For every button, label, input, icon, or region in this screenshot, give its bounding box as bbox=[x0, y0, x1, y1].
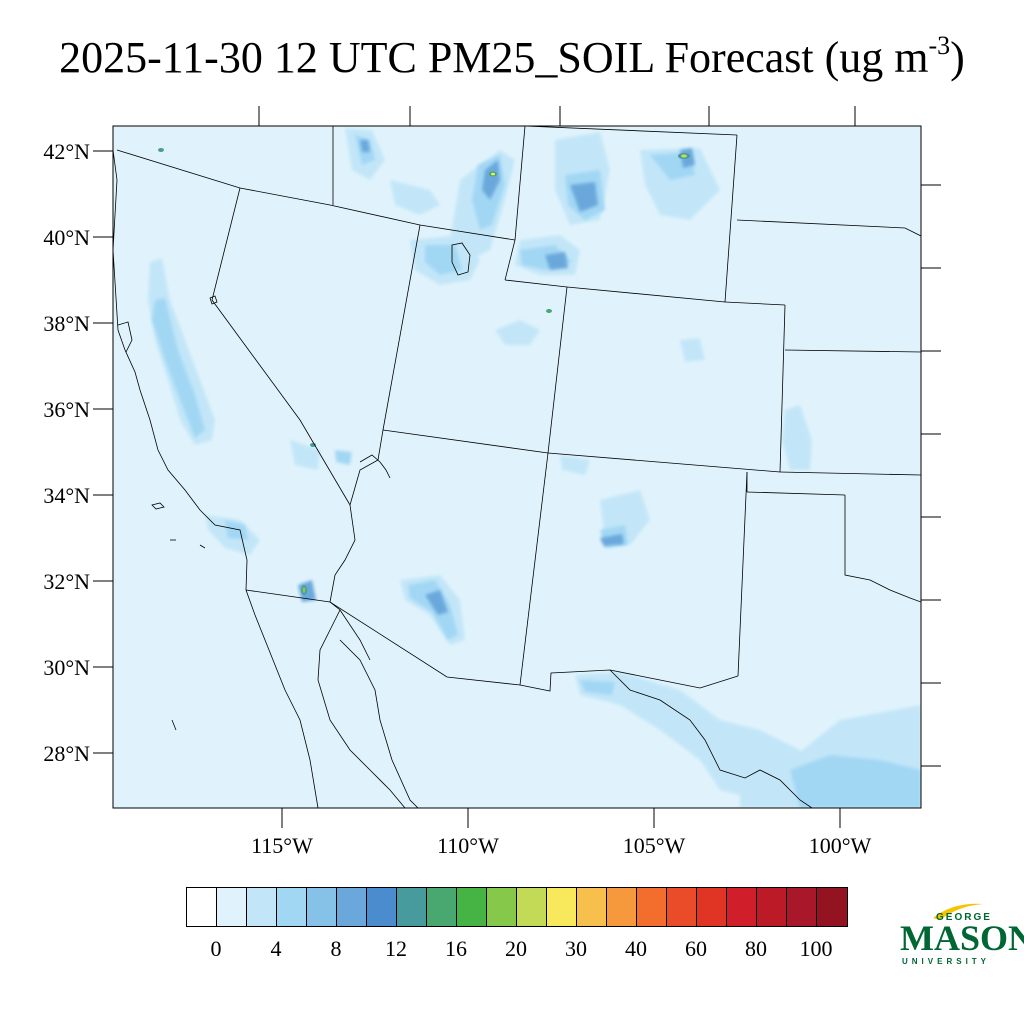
colorbar-tick-label: 16 bbox=[445, 936, 467, 961]
lat-label: 40°N bbox=[43, 225, 90, 250]
colorbar-tick-label: 80 bbox=[745, 936, 767, 961]
axis-ticks bbox=[93, 106, 941, 828]
colorbar-tick-label: 20 bbox=[505, 936, 527, 961]
logo-main-text: MASON bbox=[900, 918, 1024, 958]
title-close: ) bbox=[950, 33, 965, 82]
colorbar-swatch bbox=[607, 888, 637, 926]
colorbar-tick-label: 12 bbox=[385, 936, 407, 961]
map-background bbox=[113, 126, 921, 808]
page-title: 2025-11-30 12 UTC PM25_SOIL Forecast (ug… bbox=[0, 28, 1024, 88]
lat-label: 34°N bbox=[43, 483, 90, 508]
title-text: 2025-11-30 12 UTC PM25_SOIL Forecast (ug… bbox=[59, 33, 929, 82]
lat-label: 36°N bbox=[43, 397, 90, 422]
lat-label: 30°N bbox=[43, 655, 90, 680]
pm25-hotspots bbox=[158, 148, 690, 595]
lat-label: 38°N bbox=[43, 311, 90, 336]
colorbar-swatch bbox=[637, 888, 667, 926]
colorbar-swatch bbox=[727, 888, 757, 926]
colorbar-swatch bbox=[217, 888, 247, 926]
colorbar-swatch bbox=[817, 888, 847, 926]
lon-label: 115°W bbox=[251, 833, 313, 858]
latitude-labels: 42°N 40°N 38°N 36°N 34°N 32°N 30°N 28°N bbox=[43, 139, 90, 766]
lon-label: 110°W bbox=[437, 833, 499, 858]
colorbar-swatch bbox=[697, 888, 727, 926]
colorbar-swatch bbox=[187, 888, 217, 926]
gmu-logo: GEORGE MASON UNIVERSITY bbox=[898, 900, 1024, 970]
lat-label: 28°N bbox=[43, 741, 90, 766]
map-frame bbox=[112, 125, 922, 809]
colorbar-swatch bbox=[547, 888, 577, 926]
political-boundaries bbox=[113, 126, 921, 808]
colorbar-swatch bbox=[787, 888, 817, 926]
concentration-field bbox=[113, 126, 921, 808]
colorbar-swatch bbox=[577, 888, 607, 926]
title-exponent: -3 bbox=[928, 31, 951, 60]
colorbar-tick-label: 100 bbox=[799, 936, 833, 961]
colorbar-swatch bbox=[337, 888, 367, 926]
lon-label: 105°W bbox=[623, 833, 686, 858]
colorbar-swatch bbox=[757, 888, 787, 926]
lon-label: 100°W bbox=[809, 833, 872, 858]
colorbar-tick-label: 40 bbox=[625, 936, 647, 961]
logo-swoosh-icon bbox=[933, 903, 983, 920]
colorbar-swatch bbox=[427, 888, 457, 926]
pm25-level-4 bbox=[152, 135, 921, 808]
colorbar-tick-label: 4 bbox=[270, 936, 282, 961]
colorbar bbox=[186, 887, 848, 927]
colorbar-tick-label: 0 bbox=[210, 936, 222, 961]
longitude-labels: 115°W 110°W 105°W 100°W bbox=[251, 833, 871, 858]
colorbar-swatch bbox=[517, 888, 547, 926]
logo-top-text: GEORGE bbox=[936, 912, 992, 923]
colorbar-tick-label: 60 bbox=[685, 936, 707, 961]
colorbar-swatch bbox=[667, 888, 697, 926]
lat-label: 42°N bbox=[43, 139, 90, 164]
colorbar-swatch bbox=[397, 888, 427, 926]
colorbar-tick-label: 30 bbox=[565, 936, 587, 961]
logo-bottom-text: UNIVERSITY bbox=[902, 957, 991, 966]
colorbar-swatch bbox=[487, 888, 517, 926]
colorbar-swatch bbox=[247, 888, 277, 926]
colorbar-swatch bbox=[457, 888, 487, 926]
colorbar-swatch bbox=[277, 888, 307, 926]
lat-label: 32°N bbox=[43, 569, 90, 594]
colorbar-tick-label: 8 bbox=[330, 936, 342, 961]
pm25-level-8 bbox=[298, 140, 695, 615]
colorbar-swatch bbox=[367, 888, 397, 926]
colorbar-swatch bbox=[307, 888, 337, 926]
